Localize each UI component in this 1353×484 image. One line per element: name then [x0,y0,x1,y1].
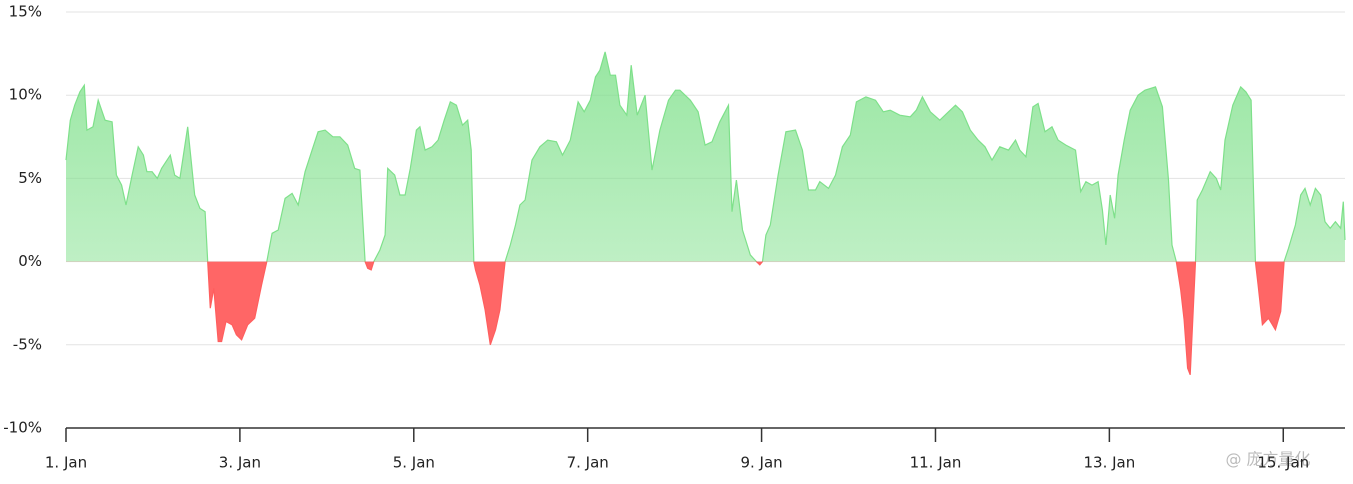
y-tick-label: -10% [3,419,42,437]
x-tick-label: 13. Jan [1083,454,1135,472]
x-tick-label: 1. Jan [45,454,87,472]
y-tick-label: 0% [18,252,42,270]
area [66,51,1345,375]
x-tick-label: 3. Jan [219,454,261,472]
x-tick-label: 7. Jan [567,454,609,472]
y-tick-label: 15% [9,3,42,21]
x-tick-label: 11. Jan [910,454,962,472]
y-tick-label: -5% [13,335,42,353]
x-tick-label: 9. Jan [740,454,782,472]
y-tick-label: 10% [9,86,42,104]
x-tick-label: 15. Jan [1257,454,1309,472]
area-line [65,51,1346,376]
y-tick-label: 5% [18,169,42,187]
x-tick-label: 5. Jan [393,454,435,472]
watermark: @ 庞方量化 [1225,450,1310,469]
